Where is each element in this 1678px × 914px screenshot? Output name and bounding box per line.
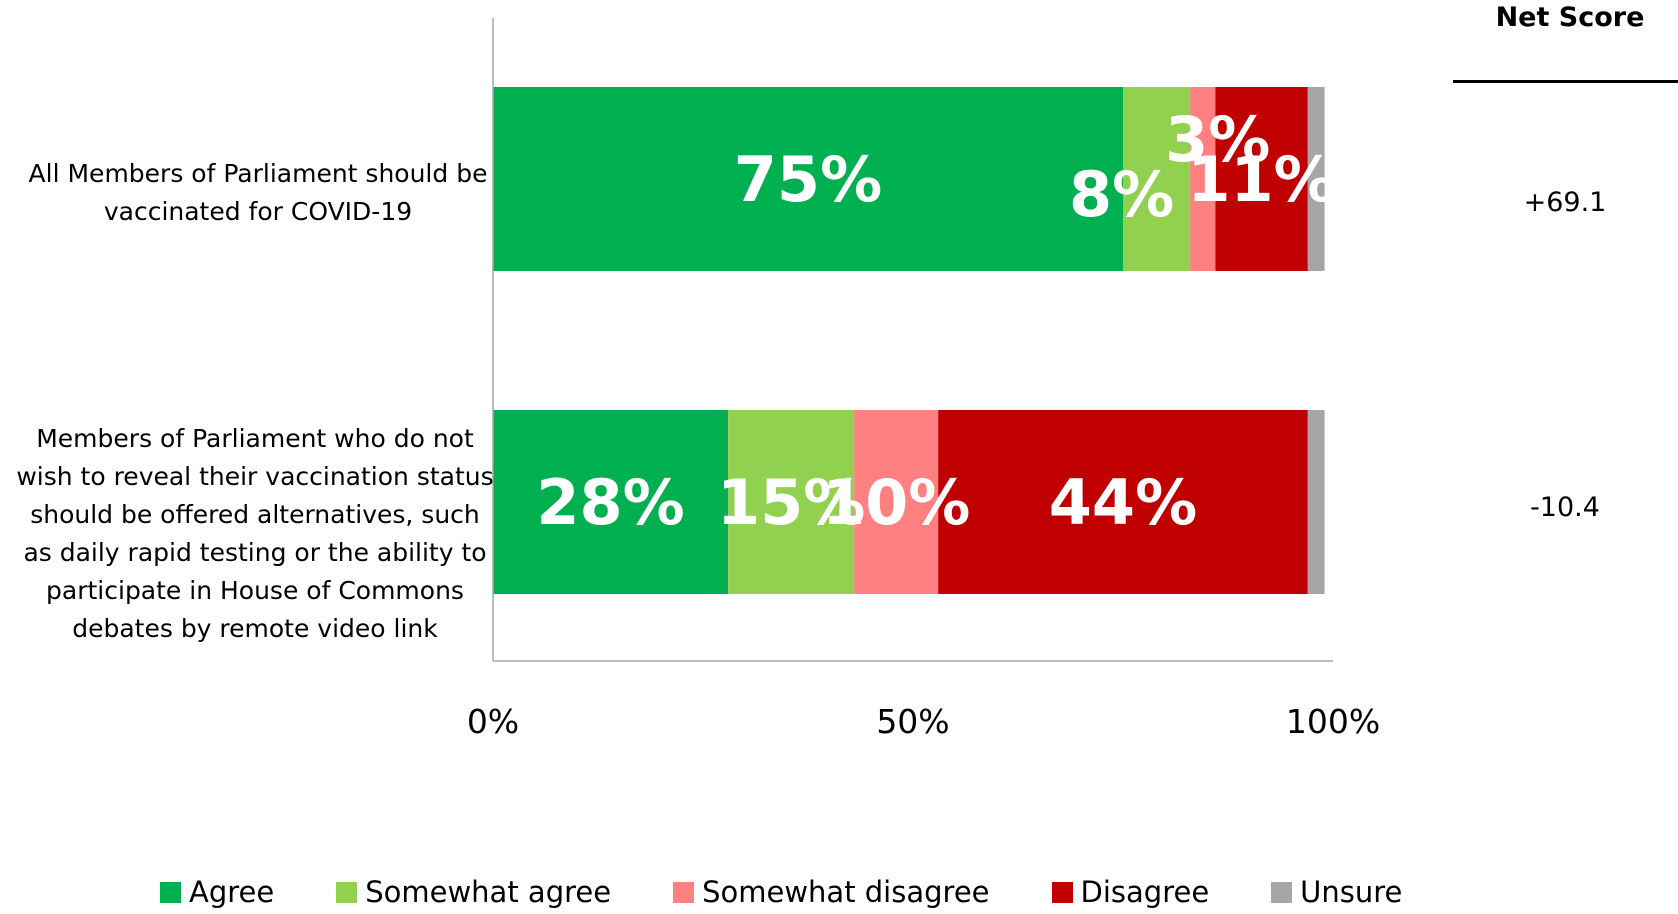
bar-segment — [1215, 87, 1308, 271]
x-tick-label: 50% — [876, 702, 949, 741]
category-label: All Members of Parliament should be vacc… — [8, 155, 508, 231]
net-score-value: -10.4 — [1530, 492, 1600, 523]
data-label: 11% — [1187, 143, 1335, 216]
data-label: 10% — [822, 466, 970, 539]
bar-segment — [854, 410, 939, 594]
legend-item: Disagree — [1051, 875, 1210, 909]
category-label-line: debates by remote video link — [72, 614, 438, 643]
x-tick-label: 0% — [467, 702, 519, 741]
legend-swatch — [1271, 881, 1293, 903]
category-label-line: wish to reveal their vaccination status — [16, 462, 494, 491]
legend-item: Somewhat agree — [336, 875, 611, 909]
legend-swatch — [673, 881, 695, 903]
legend-label: Unsure — [1300, 875, 1403, 909]
bar-segment — [493, 410, 729, 594]
category-label-line: vaccinated for COVID-19 — [103, 197, 413, 226]
data-label: 15% — [717, 466, 865, 539]
bar-segment — [938, 410, 1308, 594]
bar-segment — [493, 87, 1123, 271]
legend-item: Unsure — [1271, 875, 1402, 909]
legend-item: Agree — [160, 875, 274, 909]
legend-label: Somewhat agree — [365, 875, 612, 909]
bar-segment — [728, 410, 855, 594]
legend-label: Agree — [189, 875, 275, 909]
legend-label: Disagree — [1080, 875, 1210, 909]
bar-segment — [1190, 87, 1216, 271]
bar-segment — [1307, 410, 1325, 594]
bar-segment — [1123, 87, 1191, 271]
legend-swatch — [160, 881, 181, 903]
category-label: Members of Parliament who do not wish to… — [5, 420, 505, 648]
category-label-line: participate in House of Commons — [46, 576, 464, 605]
legend-item: Somewhat disagree — [673, 875, 990, 909]
x-tick-label: 100% — [1286, 702, 1380, 741]
category-label-line: Members of Parliament who do not — [36, 424, 474, 453]
bar-segment — [1307, 87, 1325, 271]
category-label-line: All Members of Parliament should be — [28, 159, 488, 188]
net-score-header: Net Score — [1495, 2, 1645, 33]
data-label: 28% — [536, 466, 684, 539]
data-label: 44% — [1049, 466, 1197, 539]
data-label: 75% — [734, 143, 882, 216]
net-score-value: +69.1 — [1523, 187, 1607, 218]
category-label-line: should be offered alternatives, such — [30, 500, 480, 529]
legend-swatch — [1051, 881, 1073, 903]
legend-label: Somewhat disagree — [702, 875, 990, 909]
legend: Agree Somewhat agree Somewhat disagree D… — [160, 872, 1402, 912]
legend-swatch — [336, 881, 358, 903]
net-score-rule — [1453, 80, 1678, 83]
category-label-line: as daily rapid testing or the ability to — [23, 538, 487, 567]
data-label: 3% — [1165, 103, 1270, 176]
data-label: 8% — [1069, 158, 1174, 231]
